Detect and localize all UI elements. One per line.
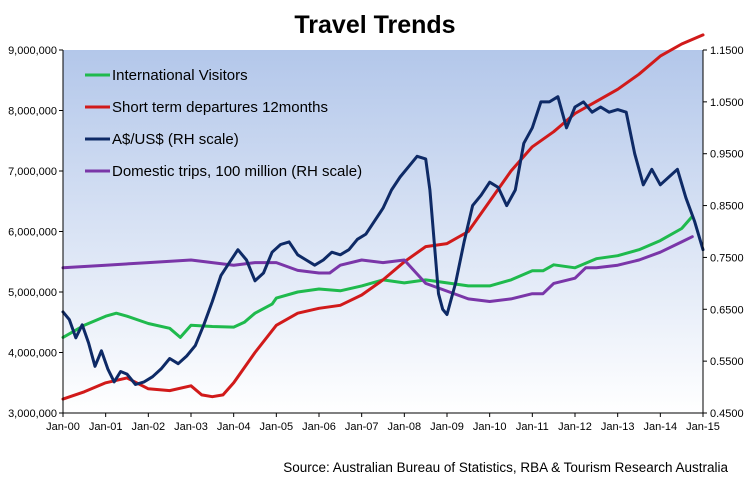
x-tick-label: Jan-15 (686, 421, 720, 433)
series-layer (61, 33, 705, 401)
legend-entry: Short term departures 12months (85, 99, 328, 116)
legend-entry: A$/US$ (RH scale) (85, 131, 239, 148)
x-tick-label: Jan-11 (516, 421, 549, 433)
legend-label: Domestic trips, 100 million (RH scale) (112, 163, 362, 180)
y-left-tick-label: 8,000,000 (8, 106, 57, 118)
legend-label: International Visitors (112, 67, 248, 84)
y-right-tick-label: 1.1500 (710, 45, 744, 57)
x-tick-label: Jan-00 (46, 421, 80, 433)
x-tick-label: Jan-02 (132, 421, 166, 433)
legend-entry: International Visitors (85, 67, 248, 84)
y-left-tick-label: 9,000,000 (8, 45, 57, 57)
legend: International Visitors Short term departu… (85, 67, 362, 180)
chart-title: Travel Trends (294, 11, 455, 39)
x-tick-label: Jan-10 (473, 421, 507, 433)
x-tick-label: Jan-12 (558, 421, 592, 433)
axes-layer: 3,000,000 4,000,000 5,000,000 6,000,000 7,00… (8, 45, 744, 433)
series-line-a-us-rh-scale (61, 95, 705, 386)
y-right-tick-label: 0.6500 (710, 304, 744, 316)
y-right-tick-label: 0.4500 (710, 408, 744, 420)
y-right-tick-label: 0.5500 (710, 356, 744, 368)
y-right-tick-label: 1.0500 (710, 97, 744, 109)
y-right-tick-label: 0.8500 (710, 201, 744, 213)
x-tick-label: Jan-14 (644, 421, 678, 433)
legend-label: A$/US$ (RH scale) (112, 131, 239, 148)
series-line-domestic-trips-100-million-rh-scale (61, 235, 694, 303)
source-note: Source: Australian Bureau of Statistics,… (283, 460, 728, 475)
y-left-tick-label: 7,000,000 (8, 166, 57, 178)
y-right-tick-label: 0.7500 (710, 252, 744, 264)
x-tick-label: Jan-09 (430, 421, 464, 433)
legend-label: Short term departures 12months (112, 99, 328, 116)
x-tick-label: Jan-08 (388, 421, 422, 433)
y-right-tick-label: 0.9500 (710, 149, 744, 161)
x-tick-label: Jan-06 (302, 421, 336, 433)
legend-entry: Domestic trips, 100 million (RH scale) (85, 163, 362, 180)
y-left-tick-label: 6,000,000 (8, 227, 57, 239)
x-tick-label: Jan-04 (217, 421, 251, 433)
y-left-tick-label: 3,000,000 (8, 408, 57, 420)
series-line-international-visitors (61, 214, 694, 339)
series-line-short-term-departures-12months (61, 33, 705, 401)
x-tick-label: Jan-07 (345, 421, 379, 433)
x-tick-label: Jan-13 (601, 421, 635, 433)
x-tick-label: Jan-05 (260, 421, 294, 433)
y-left-tick-label: 4,000,000 (8, 348, 57, 360)
x-tick-label: Jan-03 (174, 421, 208, 433)
x-tick-label: Jan-01 (89, 421, 123, 433)
y-left-tick-label: 5,000,000 (8, 287, 57, 299)
